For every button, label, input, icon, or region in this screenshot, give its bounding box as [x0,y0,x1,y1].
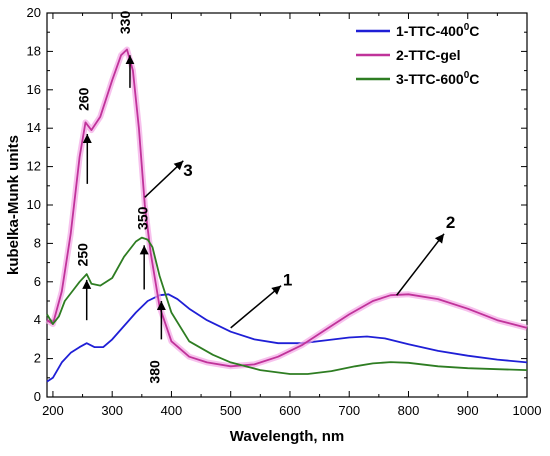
y-tick-label: 18 [27,43,41,58]
x-tick-label: 900 [457,403,479,418]
series-glow-2 [45,46,528,370]
annotation-layer: 330 260 250 350 380 3 1 2 [74,11,455,384]
x-tick-label: 700 [338,403,360,418]
legend-label-main: 3-TTC-600 [396,71,464,87]
legend-label-main: 2-TTC-gel [396,47,461,63]
legend-label-1: 1-TTC-4000C [396,22,479,39]
legend-label-2: 2-TTC-gel [396,47,461,63]
y-tick-label: 0 [34,389,41,404]
x-tick-label: 600 [279,403,301,418]
curve-callout-arrow [230,285,282,329]
peak-label: 380 [147,360,163,384]
legend-label-tail: C [469,23,479,39]
series-line-2 [46,48,528,368]
y-tick-label: 10 [27,197,41,212]
legend-label-sup: 0 [464,70,470,81]
legend-label-3: 3-TTC-6000C [396,70,479,87]
curve-callout-label: 3 [183,161,192,180]
y-tick-label: 8 [34,235,41,250]
y-tick-label: 4 [34,312,41,327]
series-layer [45,46,528,383]
curve-callout-arrow [396,233,445,296]
y-tick-label: 6 [34,274,41,289]
y-tick-label: 14 [27,120,41,135]
peak-label: 260 [75,87,91,111]
y-tick-label: 20 [27,5,41,20]
x-tick-label: 200 [42,403,64,418]
y-tick-label: 2 [34,351,41,366]
x-axis-label: Wavelength, nm [230,428,344,445]
x-tick-label: 800 [398,403,420,418]
y-tick-label: 16 [27,82,41,97]
legend-label-sup: 0 [464,22,470,33]
legend-label-main: 1-TTC-400 [396,23,464,39]
legend-label-tail: C [469,71,479,87]
x-tick-label: 300 [101,403,123,418]
series-line-3 [46,236,528,375]
peak-label: 330 [117,11,133,35]
peak-label: 350 [135,206,151,230]
x-tick-label: 400 [161,403,183,418]
curve-callout-arrow [144,160,184,198]
plot-axes: 200 300 400 500 600 700 800 900 1000024681012141… [5,5,541,445]
x-tick-label: 500 [220,403,242,418]
peak-label: 250 [74,243,90,267]
y-axis-label: kubelka-Munk units [5,135,22,275]
x-tick-label: 1000 [513,403,542,418]
curve-callout-label: 1 [283,271,292,290]
y-tick-label: 12 [27,159,41,174]
curve-callout-label: 2 [446,213,455,232]
series-line-1 [46,293,528,383]
